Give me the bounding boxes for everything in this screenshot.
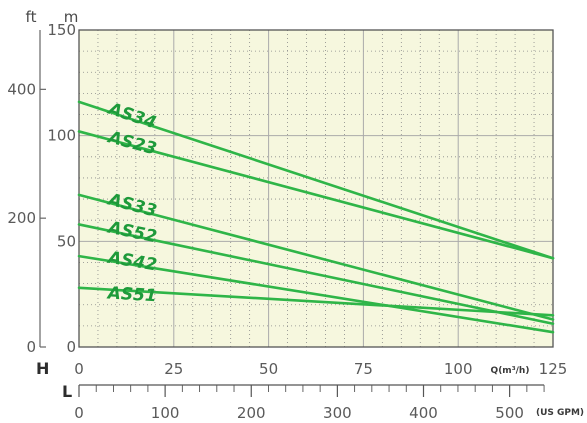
gpm-tick-label: 400 (409, 404, 438, 422)
series-line-as51 (77, 286, 555, 317)
m-tick-label: 0 (66, 338, 76, 356)
ft-tick-label: 200 (7, 209, 36, 227)
q-tick-label: 125 (539, 360, 568, 378)
ft-tick-label: 0 (26, 338, 36, 356)
series-line-as42 (77, 254, 555, 334)
gpm-unit-label: (US GPM) (536, 408, 584, 418)
gpm-tick-label: 100 (151, 404, 180, 422)
q-tick-label: 50 (259, 360, 278, 378)
minor-grid (79, 30, 553, 347)
series-label-as51: AS51 (105, 283, 157, 306)
series-line-as23 (77, 130, 555, 260)
q-unit-label: Q(m³/h) (491, 366, 530, 376)
q-tick-label: 75 (354, 360, 373, 378)
gpm-ruler (78, 384, 545, 397)
l-axis-letter: L (62, 382, 72, 401)
series-line-as52 (77, 223, 555, 326)
gpm-tick-label: 0 (74, 404, 84, 422)
m-tick-label: 100 (47, 127, 76, 145)
series-line-as34 (77, 100, 555, 260)
m-unit-label: m (64, 8, 79, 26)
ft-tick-label: 400 (7, 80, 36, 98)
q-axis-ticks: 0 25 50 75 100 125 (74, 360, 567, 378)
series-lines (77, 100, 555, 334)
gpm-tick-label: 300 (323, 404, 352, 422)
m-axis-ticks: 0 50 100 150 (47, 21, 76, 356)
q-tick-label: 0 (74, 360, 84, 378)
ft-unit-label: ft (26, 8, 37, 26)
h-axis-letter: H (36, 359, 49, 378)
ft-axis-ticks: 0 200 400 (7, 80, 46, 356)
q-tick-label: 100 (444, 360, 473, 378)
series-line-as33 (77, 193, 555, 321)
m-tick-label: 150 (47, 21, 76, 39)
gpm-axis-ticks: 0 100 200 300 400 500 (74, 404, 524, 422)
gpm-tick-label: 500 (495, 404, 524, 422)
gpm-tick-label: 200 (237, 404, 266, 422)
q-tick-label: 25 (164, 360, 183, 378)
plot-border (78, 29, 554, 348)
m-tick-label: 50 (57, 232, 76, 250)
